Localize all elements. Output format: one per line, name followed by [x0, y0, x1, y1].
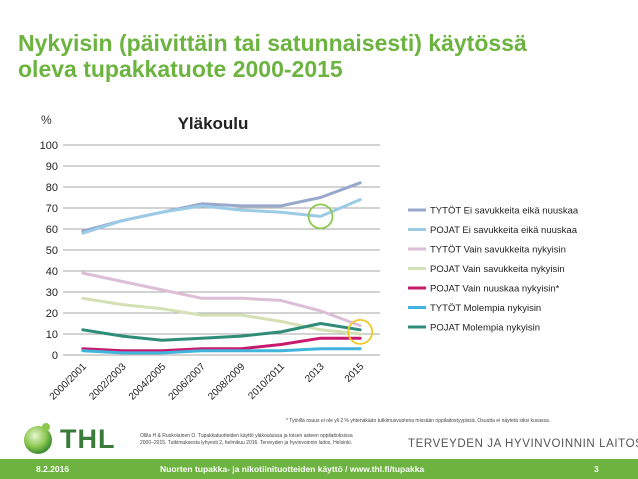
- x-tick-label: 2015: [343, 361, 367, 385]
- thl-logo: THL: [16, 418, 136, 462]
- slide-title-line-1: Nykyisin (päivittäin tai satunnaisesti) …: [18, 30, 527, 56]
- series-line: [81, 347, 362, 355]
- series-line: [81, 322, 362, 342]
- y-tick-label: 50: [46, 245, 58, 257]
- chart-title: Yläkoulu: [178, 114, 249, 133]
- y-tick-label: 80: [46, 182, 58, 194]
- highlight-circle: [307, 203, 334, 230]
- line-chart: Yläkoulu% 0 10 20 30 40 50 60 70 80 90 100 2000/2001…: [40, 113, 579, 403]
- legend-label: TYTÖT Ei savukkeita eikä nuuskaa: [430, 206, 579, 217]
- legend-label: TYTÖT Molempia nykyisin: [430, 303, 541, 314]
- source-citation: Ollila H & Ruokolainen O. Tupakkatuottei…: [140, 433, 390, 447]
- x-tick-label: 2002/2003: [87, 361, 129, 403]
- x-tick-label: 2013: [303, 361, 327, 385]
- slide-title: Nykyisin (päivittäin tai satunnaisesti) …: [18, 30, 628, 82]
- footer-center: Nuorten tupakka- ja nikotiinituotteiden …: [160, 464, 425, 474]
- y-tick-label: 90: [46, 161, 58, 173]
- x-tick-label: 2000/2001: [48, 361, 90, 403]
- slide-title-line-2: oleva tupakkatuote 2000-2015: [18, 56, 343, 82]
- footer-date: 8.2.2016: [36, 464, 70, 474]
- series-line: [81, 271, 362, 328]
- y-tick-label: 10: [46, 329, 58, 341]
- legend-label: POJAT Vain savukkeita nykyisin: [430, 264, 565, 275]
- x-tick-label: 2010/2011: [246, 361, 287, 402]
- x-tick-label: 2008/2009: [206, 361, 248, 403]
- institute-name: TERVEYDEN JA HYVINVOINNIN LAITOS: [408, 438, 638, 450]
- y-tick-label: 40: [46, 266, 58, 278]
- highlight-circle: [347, 318, 374, 345]
- footer-page: 3: [594, 464, 599, 474]
- legend-label: TYTÖT Vain savukkeita nykyisin: [430, 245, 566, 256]
- series-line: [81, 336, 362, 353]
- x-tick-label: 2004/2005: [127, 361, 169, 403]
- thl-logo-icon: [24, 423, 52, 454]
- y-tick-label: 0: [52, 350, 58, 362]
- y-tick-label: 100: [40, 140, 58, 152]
- y-tick-label: 30: [46, 287, 58, 299]
- source-line-1: Ollila H & Ruokolainen O. Tupakkatuottei…: [140, 433, 353, 439]
- y-tick-label: 20: [46, 308, 58, 320]
- footer-bar: 8.2.2016 Nuorten tupakka- ja nikotiinitu…: [0, 459, 638, 479]
- x-tick-label: 2006/2007: [167, 361, 209, 403]
- legend-label: POJAT Molempia nykyisin: [430, 323, 540, 334]
- thl-logo-text: THL: [60, 424, 116, 454]
- legend-label: POJAT Ei savukkeita eikä nuuskaa: [430, 225, 578, 236]
- series-line: [81, 198, 362, 235]
- chart-footnote: * Tytöillä osuus ei ole yli 2 % yhtenäkä…: [286, 418, 551, 424]
- source-line-2: 2000–2015. Tutkimuksesta lyhyesti 2, hel…: [140, 440, 352, 446]
- legend-label: POJAT Vain nuuskaa nykyisin*: [430, 284, 560, 295]
- y-tick-label: 60: [46, 224, 58, 236]
- series-line: [81, 296, 362, 336]
- y-tick-label: 70: [46, 203, 58, 215]
- y-axis-label: %: [41, 113, 52, 127]
